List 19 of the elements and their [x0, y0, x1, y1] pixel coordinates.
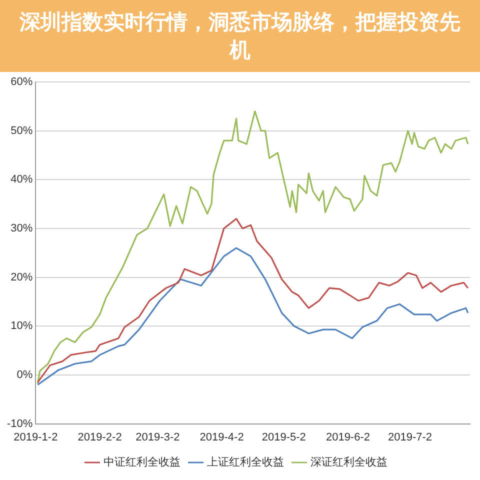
chart-title: 深圳指数实时行情，洞悉市场脉络，把握投资先机 — [0, 0, 480, 72]
x-tick-label: 2019-3-2 — [136, 431, 180, 444]
y-tick-label: 10% — [10, 320, 33, 332]
x-tick-label: 2019-2-2 — [78, 431, 122, 444]
x-tick-label: 2019-5-2 — [262, 431, 306, 444]
y-tick-label: 0% — [16, 369, 33, 382]
x-tick-label: 2019-7-2 — [388, 431, 432, 444]
y-tick-label: 30% — [10, 222, 33, 235]
x-tick-label: 2019-4-2 — [200, 431, 244, 444]
y-tick-label: 20% — [10, 271, 33, 284]
legend-label: 上证红利全收益 — [206, 456, 284, 469]
y-tick-label: 50% — [10, 124, 33, 137]
legend-label: 深证红利全收益 — [310, 456, 388, 469]
x-tick-label: 2019-6-2 — [326, 431, 370, 444]
y-tick-label: -10% — [6, 418, 33, 430]
x-tick-label: 2019-1-2 — [14, 431, 58, 444]
y-tick-label: 60% — [10, 76, 33, 88]
y-tick-label: 40% — [10, 174, 33, 186]
legend-label: 中证红利全收益 — [103, 456, 180, 469]
